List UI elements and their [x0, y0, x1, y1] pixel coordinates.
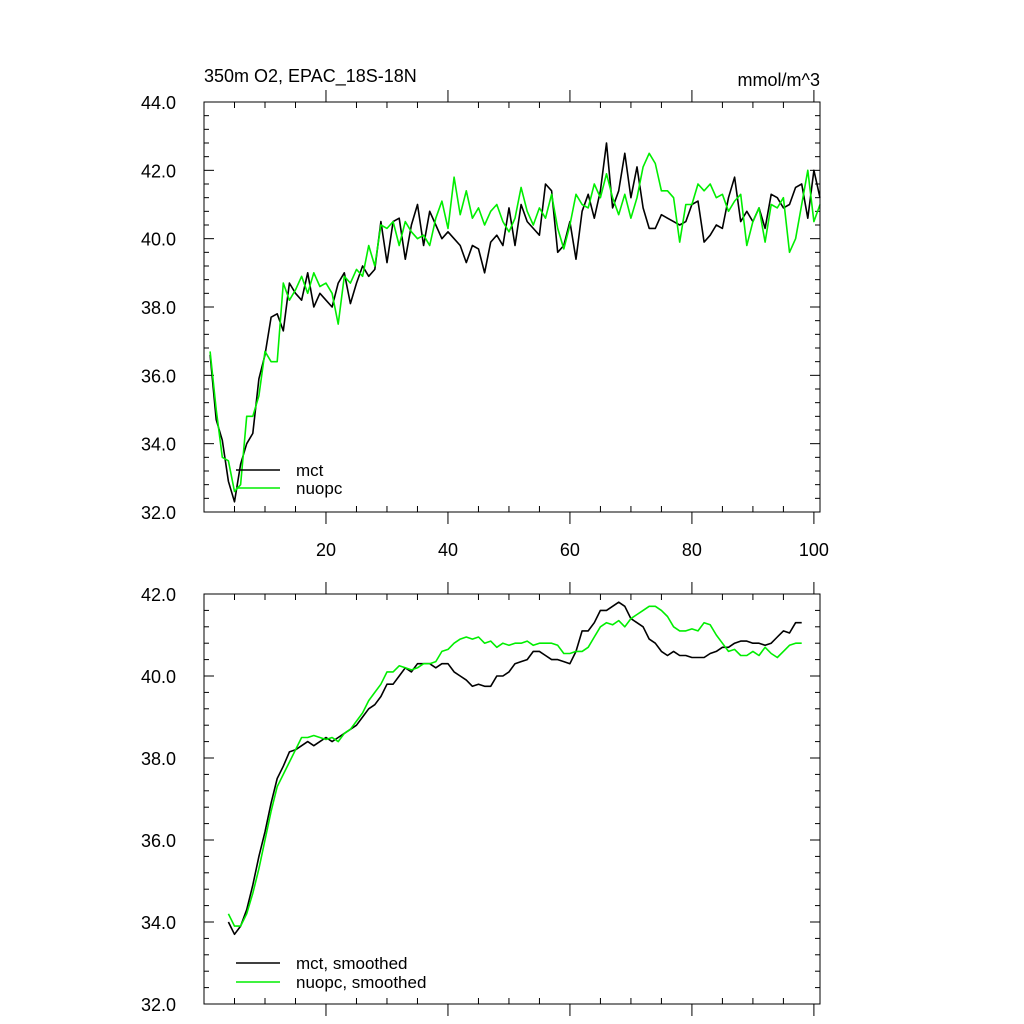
bottom-chart-panel: 32.0 34.0 36.0 38.0 40.0 42.0 mct, smoothednu…	[141, 582, 821, 1016]
legend-label: nuopc, smoothed	[296, 973, 426, 992]
y-tick-label: 42.0	[141, 585, 176, 605]
series-line-nuopc	[209, 152, 821, 493]
x-tick-label: 20	[316, 540, 336, 560]
y-tick-label: 34.0	[141, 913, 176, 933]
legend-label: mct	[296, 461, 324, 480]
bottom-series	[227, 601, 802, 936]
legend-label: nuopc	[296, 479, 343, 498]
y-tick-label: 36.0	[141, 831, 176, 851]
x-tick-label: 80	[682, 540, 702, 560]
y-tick-label: 44.0	[141, 93, 176, 113]
y-tick-label: 38.0	[141, 298, 176, 318]
y-tick-label: 32.0	[141, 503, 176, 523]
y-tick-label: 36.0	[141, 366, 176, 386]
chart-title: 350m O2, EPAC_18S-18N	[204, 66, 417, 87]
series-line-mct	[209, 142, 821, 503]
y-tick-label: 40.0	[141, 230, 176, 250]
legend-label: mct, smoothed	[296, 954, 408, 973]
x-tick-label: 60	[560, 540, 580, 560]
y-tick-label: 40.0	[141, 667, 176, 687]
bottom-plot-frame	[203, 593, 821, 1005]
top-series	[209, 142, 821, 503]
top-axes: 32.0 34.0 36.0 38.0 40.0 42.0 44.0 20 40 60 80 100	[141, 90, 829, 560]
bottom-axes: 32.0 34.0 36.0 38.0 40.0 42.0	[141, 582, 820, 1016]
x-tick-label: 40	[438, 540, 458, 560]
units-label: mmol/m^3	[738, 70, 820, 90]
x-tick-label: 100	[799, 540, 829, 560]
series-line-mct	[227, 601, 802, 936]
y-tick-label: 34.0	[141, 435, 176, 455]
y-tick-label: 38.0	[141, 749, 176, 769]
y-tick-label: 32.0	[141, 995, 176, 1015]
top-plot-frame	[203, 101, 821, 513]
y-tick-label: 42.0	[141, 161, 176, 181]
top-chart-panel: 350m O2, EPAC_18S-18N mmol/m^3 32.034.03…	[141, 66, 829, 560]
series-line-nuopc	[227, 605, 802, 927]
